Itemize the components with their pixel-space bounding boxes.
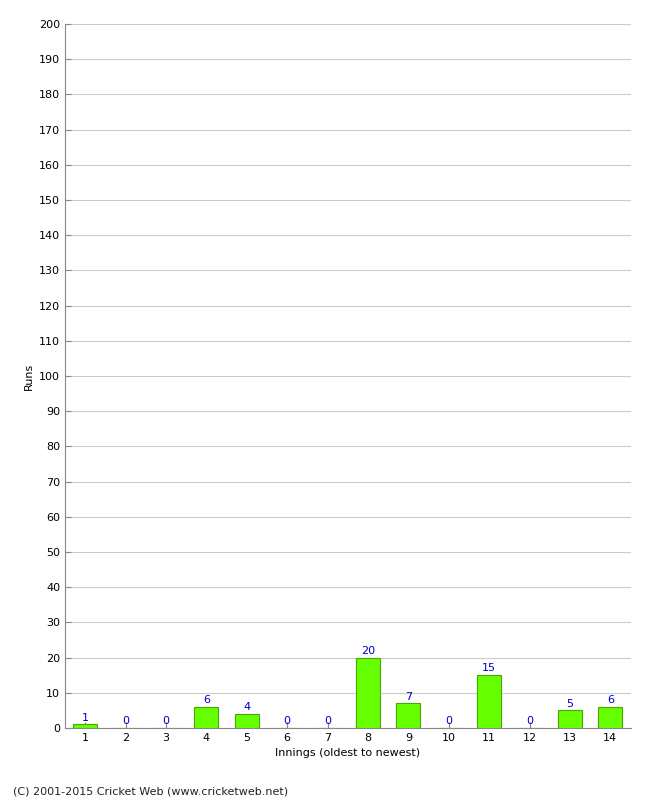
Bar (235, 714, 259, 728)
Text: 0: 0 (162, 716, 170, 726)
Text: 0: 0 (324, 716, 331, 726)
Text: 6: 6 (607, 695, 614, 705)
Text: 4: 4 (243, 702, 250, 712)
Bar (73, 725, 98, 728)
Text: 1: 1 (82, 713, 88, 722)
Text: (C) 2001-2015 Cricket Web (www.cricketweb.net): (C) 2001-2015 Cricket Web (www.cricketwe… (13, 786, 288, 796)
Y-axis label: Runs: Runs (23, 362, 33, 390)
X-axis label: Innings (oldest to newest): Innings (oldest to newest) (275, 749, 421, 758)
Bar (558, 710, 582, 728)
Text: 15: 15 (482, 663, 496, 674)
Text: 7: 7 (405, 691, 412, 702)
Text: 0: 0 (122, 716, 129, 726)
Bar (194, 707, 218, 728)
Text: 0: 0 (445, 716, 452, 726)
Text: 0: 0 (283, 716, 291, 726)
Bar (598, 707, 623, 728)
Text: 6: 6 (203, 695, 210, 705)
Text: 0: 0 (526, 716, 533, 726)
Bar (477, 675, 501, 728)
Bar (356, 658, 380, 728)
Text: 20: 20 (361, 646, 375, 656)
Text: 5: 5 (566, 698, 573, 709)
Bar (396, 703, 421, 728)
